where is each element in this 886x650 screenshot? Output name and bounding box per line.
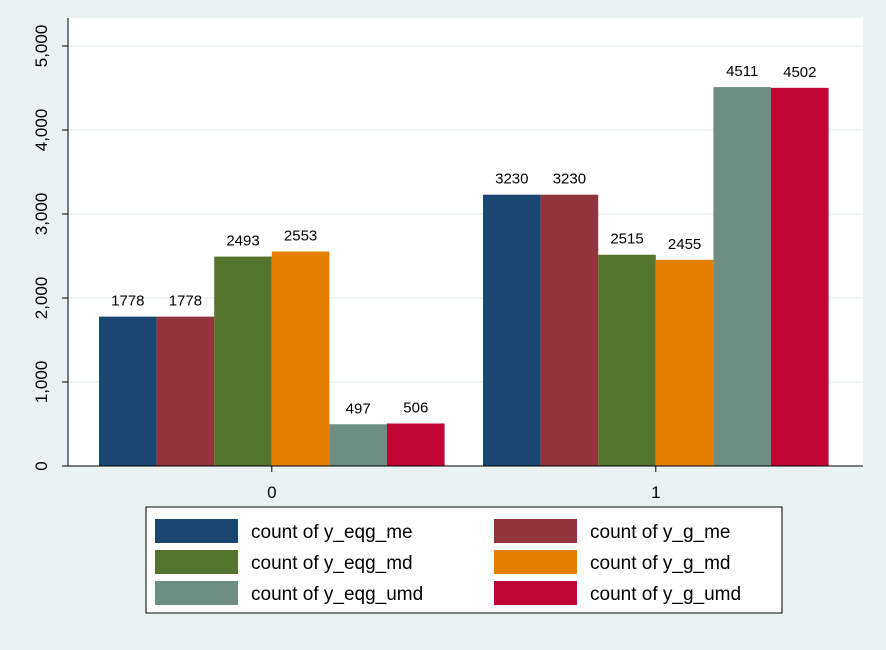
data-label-0-3: 2553 xyxy=(284,228,317,245)
bar-0-2 xyxy=(214,256,272,466)
y-tick-label-5: 5,000 xyxy=(32,25,51,68)
legend-swatch-5 xyxy=(494,581,577,605)
bar-1-0 xyxy=(483,194,541,466)
legend-label-2: count of y_eqg_md xyxy=(251,553,413,574)
bar-0-3 xyxy=(271,251,330,466)
legend-swatch-1 xyxy=(494,519,577,543)
x-tick-label-0: 0 xyxy=(267,483,276,502)
y-tick-label-1: 1,000 xyxy=(32,361,51,404)
bar-0-0 xyxy=(99,316,157,466)
y-tick-label-3: 3,000 xyxy=(32,193,51,236)
legend-swatch-4 xyxy=(155,581,238,605)
legend-swatch-2 xyxy=(155,550,238,574)
bar-1-1 xyxy=(540,194,599,466)
data-label-1-0: 3230 xyxy=(495,171,528,188)
x-tick-label-1: 1 xyxy=(651,483,660,502)
legend-label-0: count of y_eqg_me xyxy=(251,522,413,543)
bar-1-5 xyxy=(771,87,829,466)
data-label-0-5: 506 xyxy=(403,399,428,416)
data-label-0-2: 2493 xyxy=(226,233,259,250)
data-label-1-1: 3230 xyxy=(553,171,586,188)
legend-label-3: count of y_g_md xyxy=(590,553,730,574)
legend-label-5: count of y_g_umd xyxy=(590,584,741,605)
y-tick-label-4: 4,000 xyxy=(32,109,51,152)
y-tick-label-0: 0 xyxy=(32,461,51,470)
bar-0-4 xyxy=(329,424,387,466)
legend-swatch-0 xyxy=(155,519,238,543)
data-label-1-5: 4502 xyxy=(783,64,816,81)
bars xyxy=(99,87,829,467)
data-label-0-0: 1778 xyxy=(111,293,144,310)
bar-0-1 xyxy=(156,316,215,466)
bar-1-3 xyxy=(655,259,714,466)
legend-label-1: count of y_g_me xyxy=(590,522,730,543)
bar-0-5 xyxy=(387,423,445,466)
bar-1-4 xyxy=(713,87,771,467)
axes: 0 1,000 2,000 3,000 4,000 5,000 0 1 xyxy=(32,18,863,502)
legend-swatch-3 xyxy=(494,550,577,574)
data-label-1-4: 4511 xyxy=(726,63,758,80)
y-tick-label-2: 2,000 xyxy=(32,277,51,320)
bar-1-2 xyxy=(598,254,656,466)
data-label-0-4: 497 xyxy=(346,400,371,417)
data-label-1-3: 2455 xyxy=(668,236,701,253)
data-labels: 1778 1778 2493 2553 497 506 3230 3230 2515 2455 45… xyxy=(111,63,816,417)
data-label-0-1: 1778 xyxy=(169,293,202,310)
legend-box xyxy=(145,506,783,614)
legend-label-4: count of y_eqg_umd xyxy=(251,584,423,605)
data-label-1-2: 2515 xyxy=(610,231,643,248)
